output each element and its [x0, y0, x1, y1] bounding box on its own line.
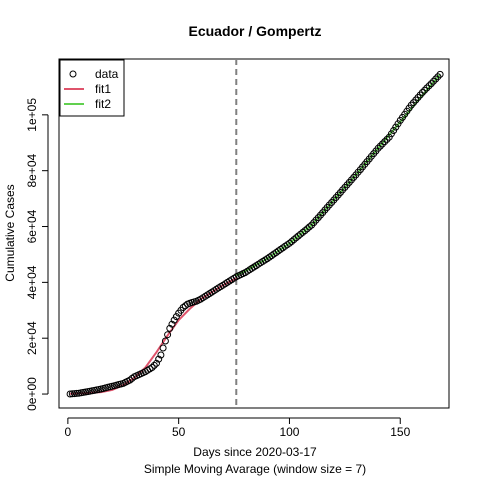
y-tick-label: 6e+04	[25, 209, 39, 243]
data-point	[297, 230, 304, 238]
data-point	[157, 351, 165, 359]
data-point	[172, 313, 180, 321]
plot-area: 0 50 100 150 0e+00 2e+04 4e+04 6e+04 8e+04 1e+05	[25, 58, 450, 439]
data-point	[374, 144, 382, 152]
data-point	[73, 389, 81, 397]
data-point	[418, 89, 426, 96]
x-axis-sublabel: Simple Moving Avarage (window size = 7)	[144, 462, 366, 476]
data-point	[155, 355, 163, 363]
data-point	[179, 304, 187, 311]
data-point	[299, 228, 307, 236]
data-point	[153, 359, 160, 367]
y-tick-label: 1e+05	[25, 98, 39, 132]
legend-label-fit2: fit2	[95, 97, 111, 111]
data-point	[164, 331, 172, 339]
y-tick-label: 8e+04	[25, 154, 39, 188]
plot-frame	[58, 58, 450, 409]
data-point	[170, 316, 178, 324]
data-point	[379, 140, 386, 148]
data-point	[381, 138, 389, 146]
x-tick-label: 100	[279, 425, 299, 439]
data-point	[305, 223, 313, 231]
data-point	[286, 239, 293, 247]
data-point	[434, 73, 442, 81]
data-point	[126, 376, 134, 384]
data-point	[148, 364, 156, 371]
data-point	[66, 390, 74, 398]
data-point	[432, 75, 440, 83]
data-point	[161, 337, 169, 345]
data-point	[383, 135, 391, 143]
data-point	[303, 225, 311, 233]
data-point	[421, 86, 429, 94]
data-point	[159, 344, 167, 352]
data-point	[292, 234, 300, 242]
y-axis-label: Cumulative Cases	[3, 184, 17, 281]
x-axis-label: Days since 2020-03-17	[193, 445, 317, 459]
data-point	[150, 361, 158, 369]
data-point	[68, 390, 76, 398]
data-point	[427, 80, 435, 88]
data-point	[376, 142, 384, 150]
data-point	[430, 77, 437, 85]
data-point	[71, 390, 78, 398]
x-tick-label: 150	[390, 425, 410, 439]
data-point	[288, 238, 296, 245]
data-point	[425, 82, 433, 90]
chart-title: Ecuador / Gompertz	[188, 23, 321, 39]
data-point	[301, 227, 309, 235]
y-tick-label: 4e+04	[25, 265, 39, 299]
legend-label-fit1: fit1	[95, 82, 111, 96]
y-tick-label: 0e+00	[25, 377, 39, 411]
data-point	[423, 84, 431, 92]
data-point	[294, 232, 302, 240]
data-point	[290, 236, 298, 244]
x-tick-label: 0	[65, 425, 72, 439]
data-point	[436, 70, 444, 78]
y-tick-label: 2e+04	[25, 321, 39, 355]
data-point	[168, 320, 176, 328]
data-point	[166, 324, 174, 332]
legend-marker-data	[69, 70, 77, 78]
x-tick-label: 50	[172, 425, 186, 439]
legend-label-data: data	[95, 67, 119, 81]
